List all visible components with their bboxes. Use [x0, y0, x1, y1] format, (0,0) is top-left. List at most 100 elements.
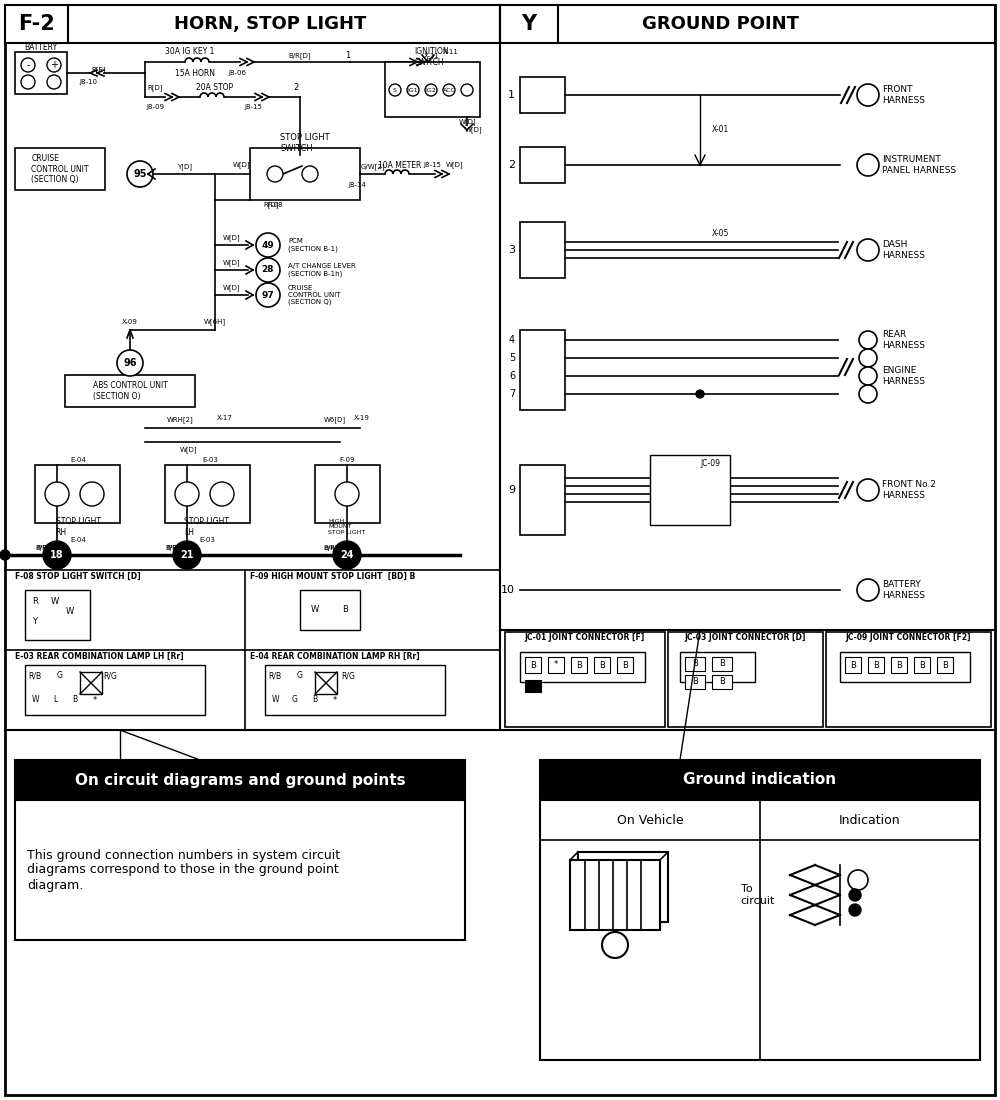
Text: GROUND POINT: GROUND POINT [642, 15, 798, 33]
Bar [548, 657, 564, 673]
Text: 15A HORN: 15A HORN [175, 68, 215, 77]
Text: 5: 5 [509, 353, 515, 363]
Bar [540, 760, 980, 800]
Text: 9: 9 [508, 485, 515, 495]
Circle shape [859, 385, 877, 403]
Bar [15, 52, 67, 94]
Text: J8-10: J8-10 [79, 79, 97, 85]
Text: E-03: E-03 [202, 456, 218, 463]
Bar [570, 860, 660, 930]
Text: W[D]: W[D] [446, 162, 464, 168]
Text: HORN, STOP LIGHT: HORN, STOP LIGHT [174, 15, 366, 33]
Text: 30A IG KEY 1: 30A IG KEY 1 [165, 47, 215, 56]
Text: E-04: E-04 [70, 537, 86, 543]
Text: G: G [57, 671, 63, 681]
Circle shape [857, 478, 879, 500]
Text: W[D]: W[D] [223, 285, 241, 292]
Text: R[D]: R[D] [147, 85, 163, 91]
Text: R/G: R/G [103, 671, 117, 681]
Text: IG1: IG1 [408, 88, 418, 92]
Text: B: B [850, 660, 856, 670]
Bar [520, 77, 565, 113]
Text: W: W [31, 695, 39, 704]
Text: CRUISE
CONTROL UNIT
(SECTION Q): CRUISE CONTROL UNIT (SECTION Q) [31, 154, 89, 184]
Circle shape [859, 331, 877, 349]
Bar [165, 465, 250, 522]
Bar [540, 800, 980, 1060]
Text: 96: 96 [123, 358, 137, 368]
Text: Y[D]: Y[D] [178, 164, 192, 170]
Text: B: B [719, 678, 725, 686]
Bar [385, 62, 480, 117]
Circle shape [696, 390, 704, 398]
Text: *: * [554, 660, 558, 670]
Text: A/T CHANGE LEVER
(SECTION B-1h): A/T CHANGE LEVER (SECTION B-1h) [288, 263, 356, 277]
Text: R[D]: R[D] [263, 201, 279, 208]
Text: W6[D]: W6[D] [324, 417, 346, 424]
Text: Y: Y [32, 617, 38, 627]
Text: HIGH
MOUNT
STOP LIGHT: HIGH MOUNT STOP LIGHT [328, 519, 366, 536]
Text: DASH
HARNESS: DASH HARNESS [882, 240, 925, 260]
Text: BATTERY: BATTERY [24, 43, 58, 52]
Text: 28: 28 [262, 265, 274, 275]
Text: R/B: R/B [28, 671, 42, 681]
Text: F-09: F-09 [339, 456, 355, 463]
Circle shape [80, 482, 104, 506]
Bar [525, 680, 541, 692]
Text: J8-09: J8-09 [146, 104, 164, 110]
Bar [617, 657, 633, 673]
Text: JC-01 JOINT CONNECTOR [F]: JC-01 JOINT CONNECTOR [F] [525, 634, 645, 642]
Text: X-11: X-11 [443, 50, 459, 55]
Text: STOP LIGHT
LH: STOP LIGHT LH [184, 517, 230, 537]
Text: PCM
(SECTION B-1): PCM (SECTION B-1) [288, 239, 338, 252]
Text: F-09: F-09 [339, 543, 355, 549]
Text: W: W [311, 605, 319, 615]
Bar [520, 330, 565, 410]
Text: JC-09: JC-09 [700, 460, 720, 469]
Text: STOP LIGHT
SWITCH: STOP LIGHT SWITCH [280, 133, 330, 153]
Text: B: B [72, 695, 78, 704]
Text: G/W[2]: G/W[2] [361, 164, 385, 170]
Circle shape [425, 84, 437, 96]
Circle shape [21, 58, 35, 72]
Text: X-19: X-19 [354, 415, 370, 421]
Circle shape [117, 350, 143, 376]
Text: 24: 24 [340, 550, 354, 560]
Text: INSTRUMENT
PANEL HARNESS: INSTRUMENT PANEL HARNESS [882, 155, 956, 175]
Text: FRONT
HARNESS: FRONT HARNESS [882, 86, 925, 104]
Text: W[6H]: W[6H] [204, 319, 226, 326]
Bar [914, 657, 930, 673]
Text: This ground connection numbers in system circuit
diagrams correspond to those in: This ground connection numbers in system… [27, 848, 340, 891]
Text: 7: 7 [509, 389, 515, 399]
Text: REAR
HARNESS: REAR HARNESS [882, 330, 925, 350]
Circle shape [256, 258, 280, 282]
Text: E-04 REAR COMBINATION LAMP RH [Rr]: E-04 REAR COMBINATION LAMP RH [Rr] [250, 651, 420, 660]
Circle shape [857, 239, 879, 261]
Circle shape [333, 541, 361, 569]
Circle shape [45, 482, 69, 506]
Text: W: W [271, 695, 279, 704]
Circle shape [443, 84, 455, 96]
Text: B/R[D]: B/R[D] [324, 544, 346, 551]
Circle shape [256, 233, 280, 257]
Text: B: B [530, 660, 536, 670]
Bar [315, 465, 380, 522]
Text: 10A METER: 10A METER [378, 161, 422, 169]
Text: STOP LIGHT
RH: STOP LIGHT RH [56, 517, 100, 537]
Bar [265, 666, 445, 715]
Text: Ground indication: Ground indication [683, 772, 837, 788]
Text: B: B [599, 660, 605, 670]
Circle shape [849, 904, 861, 916]
Bar [520, 147, 565, 183]
Text: J8-14: J8-14 [348, 182, 366, 188]
Text: W[D]: W[D] [233, 162, 251, 168]
Text: X-05: X-05 [712, 229, 729, 238]
Text: *: * [333, 695, 337, 704]
Text: JC-03 JOINT CONNECTOR [D]: JC-03 JOINT CONNECTOR [D] [684, 634, 806, 642]
Bar [712, 675, 732, 689]
Text: B: B [312, 695, 318, 704]
Bar [668, 632, 823, 727]
Text: B/R[J]: B/R[J] [36, 546, 54, 550]
Bar [685, 675, 705, 689]
Circle shape [461, 84, 473, 96]
